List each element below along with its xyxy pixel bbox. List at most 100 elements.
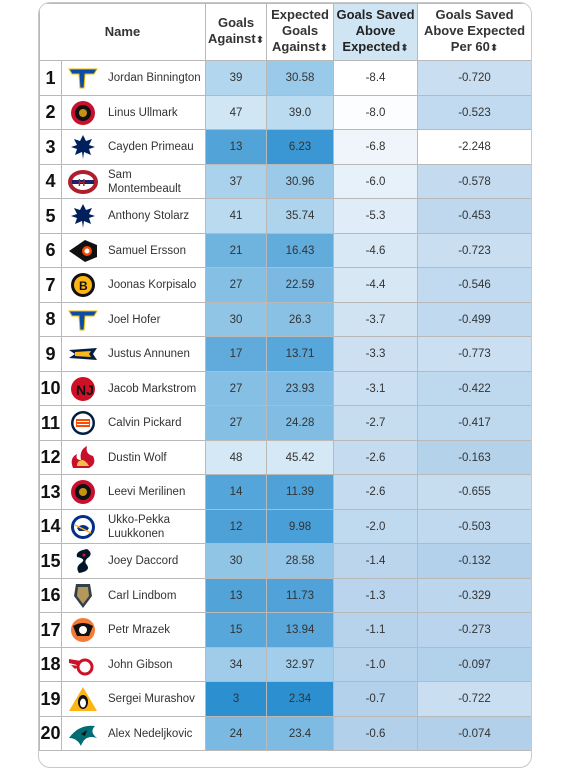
edmonton-oilers-icon: [66, 408, 100, 438]
player-name: Jacob Markstrom: [108, 382, 197, 395]
expected-goals-against-cell: 26.3: [266, 302, 335, 337]
rank-cell: 17: [39, 612, 62, 648]
player-name: Calvin Pickard: [108, 417, 182, 429]
gsax-per-60-cell: -0.578: [417, 164, 531, 199]
player-cell: Jordan Binnington: [60, 60, 207, 96]
column-header-gsax[interactable]: Goals Saved Above Expected⬍: [333, 3, 419, 61]
player-name: Sam Montembeault: [108, 168, 181, 195]
column-header-gsax-per-60[interactable]: Goals Saved Above Expected Per 60⬍: [417, 3, 531, 61]
gsax-per-60-cell: -0.655: [417, 474, 531, 510]
gsax-cell: -2.0: [333, 509, 419, 544]
gsax-cell: -2.6: [333, 474, 419, 510]
expected-goals-against-cell: 16.43: [266, 233, 335, 268]
table-row[interactable]: 1 Jordan Binnington 39 30.58 -8.4 -0.720: [39, 60, 531, 96]
gsax-cell: -8.4: [333, 60, 419, 96]
player-name: Alex Nedeljkovic: [108, 727, 193, 740]
player-cell: Dustin Wolf: [60, 440, 207, 475]
table-row[interactable]: 3 Cayden Primeau 13 6.23 -6.8 -2.248: [39, 129, 531, 165]
expected-goals-against-cell: 9.98: [266, 509, 335, 544]
table-row[interactable]: 4 H Sam Montembeault 37 30.96 -6.0 -0.578: [39, 164, 531, 199]
gsax-cell: -2.7: [333, 405, 419, 441]
goals-against-cell: 27: [205, 267, 268, 303]
goals-against-cell: 13: [205, 578, 268, 613]
rank-cell: 12: [39, 440, 62, 475]
buffalo-sabres-icon: [66, 512, 100, 542]
goals-against-cell: 21: [205, 233, 268, 268]
table-row[interactable]: 13 Leevi Merilinen 14 11.39 -2.6 -0.655: [39, 474, 531, 510]
gsax-cell: -1.0: [333, 647, 419, 682]
goals-against-cell: 30: [205, 302, 268, 337]
expected-goals-against-cell: 45.42: [266, 440, 335, 475]
gsax-per-60-cell: -0.499: [417, 302, 531, 337]
rank-cell: 13: [39, 474, 62, 510]
svg-text:B: B: [79, 279, 88, 293]
anaheim-ducks-icon: [66, 615, 100, 645]
table-row[interactable]: 16 Carl Lindbom 13 11.73 -1.3 -0.329: [39, 578, 531, 613]
rank-cell: 7: [39, 267, 62, 303]
player-name: Anthony Stolarz: [108, 210, 190, 222]
player-name: Carl Lindbom: [108, 589, 177, 602]
vegas-golden-knights-icon: [66, 581, 100, 611]
goals-against-cell: 27: [205, 371, 268, 406]
column-header-expected-goals-against[interactable]: Expected Goals Against⬍: [266, 3, 335, 61]
player-name: Cayden Primeau: [108, 141, 194, 153]
gsax-cell: -1.4: [333, 543, 419, 579]
expected-goals-against-cell: 32.97: [266, 647, 335, 682]
gsax-per-60-cell: -0.720: [417, 60, 531, 96]
table-row[interactable]: 2 Linus Ullmark 47 39.0 -8.0 -0.523: [39, 95, 531, 130]
table-row[interactable]: 8 Joel Hofer 30 26.3 -3.7 -0.499: [39, 302, 531, 337]
montreal-canadiens-icon: H: [66, 167, 100, 197]
rank-cell: 18: [39, 647, 62, 682]
expected-goals-against-cell: 35.74: [266, 198, 335, 234]
gsax-per-60-cell: -0.132: [417, 543, 531, 579]
gsax-per-60-cell: -0.546: [417, 267, 531, 303]
san-jose-sharks-icon: [66, 719, 100, 749]
table-row[interactable]: 20 Alex Nedeljkovic 24 23.4 -0.6 -0.074: [39, 716, 531, 751]
sort-icon[interactable]: ⬍: [489, 43, 499, 54]
table-row[interactable]: 6 Samuel Ersson 21 16.43 -4.6 -0.723: [39, 233, 531, 268]
expected-goals-against-cell: 2.34: [266, 681, 335, 717]
expected-goals-against-cell: 11.73: [266, 578, 335, 613]
gsax-per-60-cell: -0.074: [417, 716, 531, 751]
expected-goals-against-cell: 30.58: [266, 60, 335, 96]
expected-goals-against-cell: 23.93: [266, 371, 335, 406]
table-row[interactable]: 12 Dustin Wolf 48 45.42 -2.6 -0.163: [39, 440, 531, 475]
player-cell: Leevi Merilinen: [60, 474, 207, 510]
player-name: Samuel Ersson: [108, 244, 186, 257]
goalie-stats-table: Name Goals Against⬍ Expected Goals Again…: [39, 3, 531, 751]
table-row[interactable]: 18 John Gibson 34 32.97 -1.0 -0.097: [39, 647, 531, 682]
player-name: Joel Hofer: [108, 313, 161, 326]
rank-cell: 11: [39, 405, 62, 441]
table-row[interactable]: 10 NJ Jacob Markstrom 27 23.93 -3.1 -0.422: [39, 371, 531, 406]
table-row[interactable]: 14 Ukko-Pekka Luukkonen 12 9.98 -2.0 -0.503: [39, 509, 531, 544]
gsax-cell: -4.4: [333, 267, 419, 303]
column-header-name[interactable]: Name: [39, 3, 207, 61]
gsax-cell: -0.6: [333, 716, 419, 751]
table-row[interactable]: 17 Petr Mrazek 15 13.94 -1.1 -0.273: [39, 612, 531, 648]
table-row[interactable]: 15 Joey Daccord 30 28.58 -1.4 -0.132: [39, 543, 531, 579]
rank-cell: 5: [39, 198, 62, 234]
table-row[interactable]: 5 Anthony Stolarz 41 35.74 -5.3 -0.453: [39, 198, 531, 234]
gsax-cell: -5.3: [333, 198, 419, 234]
rank-cell: 16: [39, 578, 62, 613]
table-row[interactable]: 19 Sergei Murashov 3 2.34 -0.7 -0.722: [39, 681, 531, 717]
player-cell: Sergei Murashov: [60, 681, 207, 717]
player-name: Justus Annunen: [108, 348, 190, 360]
sort-icon[interactable]: ⬍: [255, 35, 265, 46]
player-cell: Ukko-Pekka Luukkonen: [60, 509, 207, 544]
table-row[interactable]: 11 Calvin Pickard 27 24.28 -2.7 -0.417: [39, 405, 531, 441]
svg-text:NJ: NJ: [76, 382, 94, 398]
expected-goals-against-cell: 13.94: [266, 612, 335, 648]
expected-goals-against-cell: 22.59: [266, 267, 335, 303]
goals-against-cell: 30: [205, 543, 268, 579]
table-row[interactable]: 9 Justus Annunen 17 13.71 -3.3 -0.773: [39, 336, 531, 372]
nashville-predators-icon: [66, 339, 100, 369]
gsax-per-60-cell: -0.097: [417, 647, 531, 682]
sort-icon[interactable]: ⬍: [319, 43, 329, 54]
expected-goals-against-cell: 24.28: [266, 405, 335, 441]
sort-icon[interactable]: ⬍: [400, 43, 409, 54]
player-cell: Petr Mrazek: [60, 612, 207, 648]
table-row[interactable]: 7 B Joonas Korpisalo 27 22.59 -4.4 -0.546: [39, 267, 531, 303]
column-header-goals-against[interactable]: Goals Against⬍: [205, 3, 268, 61]
gsax-per-60-cell: -0.723: [417, 233, 531, 268]
